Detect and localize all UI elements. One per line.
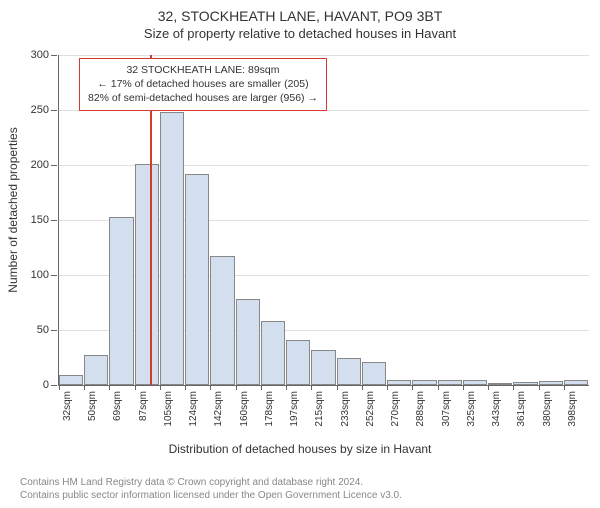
x-tick-label: 233sqm [340, 391, 351, 427]
y-tick-label: 0 [43, 379, 49, 391]
histogram-bar [387, 380, 411, 386]
x-tick-label: 32sqm [62, 391, 73, 421]
histogram-bar [109, 217, 133, 385]
x-tick [488, 385, 489, 390]
histogram-bar [84, 355, 108, 385]
x-tick [337, 385, 338, 390]
x-tick [438, 385, 439, 390]
histogram-bar [412, 380, 436, 386]
x-tick [109, 385, 110, 390]
x-axis-label: Distribution of detached houses by size … [0, 442, 600, 456]
x-tick [84, 385, 85, 390]
footer-attribution: Contains HM Land Registry data © Crown c… [20, 476, 402, 502]
histogram-bar [59, 375, 83, 385]
info-box: 32 STOCKHEATH LANE: 89sqm ← 17% of detac… [79, 58, 327, 111]
x-tick-label: 69sqm [112, 391, 123, 421]
histogram-bar [311, 350, 335, 385]
y-tick-label: 100 [31, 269, 49, 281]
x-tick-label: 178sqm [264, 391, 275, 427]
y-tick [51, 220, 57, 221]
chart-title-main: 32, STOCKHEATH LANE, HAVANT, PO9 3BT [0, 8, 600, 24]
y-tick [51, 55, 57, 56]
x-tick-label: 398sqm [567, 391, 578, 427]
y-tick [51, 385, 57, 386]
histogram-bar [135, 164, 159, 385]
y-tick-label: 250 [31, 104, 49, 116]
chart-title-sub: Size of property relative to detached ho… [0, 26, 600, 41]
footer-line-2: Contains public sector information licen… [20, 489, 402, 502]
y-tick-label: 300 [31, 49, 49, 61]
x-tick [261, 385, 262, 390]
x-tick-label: 288sqm [415, 391, 426, 427]
x-tick-label: 142sqm [213, 391, 224, 427]
y-tick [51, 275, 57, 276]
x-tick-label: 160sqm [239, 391, 250, 427]
x-tick [135, 385, 136, 390]
x-tick-label: 50sqm [87, 391, 98, 421]
histogram-bar [337, 358, 361, 386]
x-tick-label: 87sqm [138, 391, 149, 421]
info-line-2: ← 17% of detached houses are smaller (20… [88, 77, 318, 91]
histogram-bar [286, 340, 310, 385]
x-tick-label: 124sqm [188, 391, 199, 427]
x-tick [412, 385, 413, 390]
info-line-3: 82% of semi-detached houses are larger (… [88, 91, 318, 105]
histogram-bar [539, 381, 563, 385]
x-tick [286, 385, 287, 390]
info-line-1: 32 STOCKHEATH LANE: 89sqm [88, 63, 318, 77]
histogram-bar [261, 321, 285, 385]
y-tick-label: 200 [31, 159, 49, 171]
x-tick [311, 385, 312, 390]
y-tick-label: 50 [37, 324, 49, 336]
histogram-bar [488, 383, 512, 385]
x-tick-label: 197sqm [289, 391, 300, 427]
x-tick-label: 105sqm [163, 391, 174, 427]
x-tick [185, 385, 186, 390]
histogram-bar [564, 380, 588, 386]
x-tick-label: 270sqm [390, 391, 401, 427]
y-tick [51, 165, 57, 166]
histogram-bar [513, 382, 537, 385]
footer-line-1: Contains HM Land Registry data © Crown c… [20, 476, 402, 489]
y-axis-label: Number of detached properties [6, 127, 20, 292]
histogram-bar [438, 380, 462, 386]
y-tick-label: 150 [31, 214, 49, 226]
histogram-bar [185, 174, 209, 385]
histogram-bar [160, 112, 184, 385]
x-tick [463, 385, 464, 390]
x-tick [236, 385, 237, 390]
plot-area: 32 STOCKHEATH LANE: 89sqm ← 17% of detac… [58, 55, 589, 386]
x-tick-label: 215sqm [314, 391, 325, 427]
x-tick [539, 385, 540, 390]
histogram-bar [236, 299, 260, 385]
x-tick [564, 385, 565, 390]
x-tick-label: 343sqm [491, 391, 502, 427]
histogram-bar [210, 256, 234, 385]
x-tick-label: 380sqm [542, 391, 553, 427]
y-tick [51, 110, 57, 111]
x-tick-label: 361sqm [516, 391, 527, 427]
x-tick [362, 385, 363, 390]
histogram-bar [463, 380, 487, 386]
x-tick-label: 307sqm [441, 391, 452, 427]
x-tick [160, 385, 161, 390]
x-tick-label: 325sqm [466, 391, 477, 427]
x-tick [513, 385, 514, 390]
x-tick [210, 385, 211, 390]
x-tick-label: 252sqm [365, 391, 376, 427]
x-tick [387, 385, 388, 390]
chart-container: Number of detached properties 32 STOCKHE… [0, 50, 600, 450]
y-tick [51, 330, 57, 331]
x-tick [59, 385, 60, 390]
histogram-bar [362, 362, 386, 385]
